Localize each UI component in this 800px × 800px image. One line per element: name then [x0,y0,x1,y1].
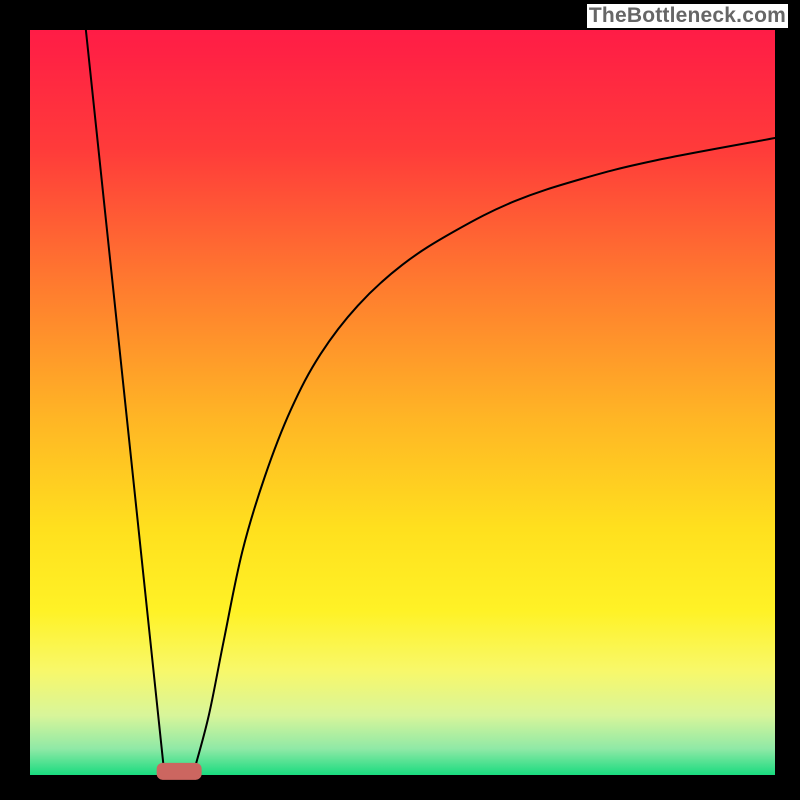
curve-layer [30,30,775,775]
right-asymptote-curve [194,138,775,771]
watermark-label: TheBottleneck.com [587,4,788,28]
chart-container: TheBottleneck.com [0,0,800,800]
left-descent-line [86,30,164,771]
plot-area [30,30,775,775]
optimum-marker [157,763,202,779]
